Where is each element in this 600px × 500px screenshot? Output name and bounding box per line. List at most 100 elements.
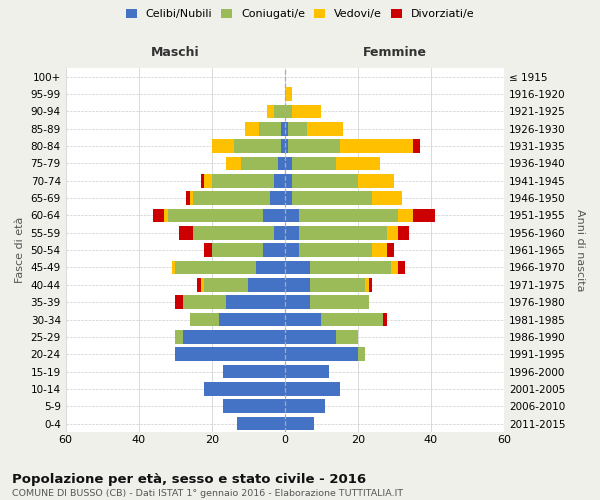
Bar [292, 156, 336, 170]
Bar [299, 226, 387, 239]
Bar [285, 417, 314, 430]
Bar [190, 312, 219, 326]
Bar [168, 208, 263, 222]
Bar [259, 122, 281, 136]
Bar [310, 278, 365, 291]
Bar [289, 140, 340, 153]
Bar [281, 140, 285, 153]
Bar [285, 156, 292, 170]
Bar [398, 226, 409, 239]
Bar [358, 348, 365, 361]
Bar [263, 208, 285, 222]
Bar [266, 104, 274, 118]
Bar [336, 156, 380, 170]
Bar [238, 417, 285, 430]
Bar [245, 122, 259, 136]
Bar [219, 312, 285, 326]
Bar [299, 244, 373, 257]
Bar [263, 244, 285, 257]
Bar [201, 278, 205, 291]
Bar [358, 174, 394, 188]
Bar [285, 312, 322, 326]
Bar [233, 140, 281, 153]
Bar [285, 330, 336, 344]
Legend: Celibi/Nubili, Coniugati/e, Vedovi/e, Divorziati/e: Celibi/Nubili, Coniugati/e, Vedovi/e, Di… [122, 6, 478, 22]
Bar [398, 260, 406, 274]
Bar [373, 244, 387, 257]
Bar [241, 156, 278, 170]
Bar [322, 312, 383, 326]
Bar [387, 226, 398, 239]
Bar [212, 244, 263, 257]
Bar [285, 296, 310, 309]
Text: COMUNE DI BUSSO (CB) - Dati ISTAT 1° gennaio 2016 - Elaborazione TUTTITALIA.IT: COMUNE DI BUSSO (CB) - Dati ISTAT 1° gen… [12, 489, 403, 498]
Bar [373, 192, 401, 205]
Bar [205, 278, 248, 291]
Bar [285, 208, 299, 222]
Bar [201, 174, 205, 188]
Text: Femmine: Femmine [362, 46, 427, 59]
Bar [281, 122, 285, 136]
Bar [413, 208, 434, 222]
Bar [278, 156, 285, 170]
Text: Popolazione per età, sesso e stato civile - 2016: Popolazione per età, sesso e stato civil… [12, 472, 366, 486]
Bar [289, 122, 307, 136]
Bar [175, 296, 182, 309]
Bar [310, 296, 369, 309]
Bar [299, 208, 398, 222]
Bar [369, 278, 373, 291]
Bar [285, 348, 358, 361]
Y-axis label: Fasce di età: Fasce di età [15, 217, 25, 284]
Bar [226, 156, 241, 170]
Bar [223, 365, 285, 378]
Bar [310, 260, 391, 274]
Bar [336, 330, 358, 344]
Bar [285, 192, 292, 205]
Bar [285, 260, 310, 274]
Bar [285, 382, 340, 396]
Bar [205, 244, 212, 257]
Bar [340, 140, 413, 153]
Bar [285, 174, 292, 188]
Bar [175, 348, 285, 361]
Bar [256, 260, 285, 274]
Bar [285, 140, 289, 153]
Bar [186, 192, 190, 205]
Bar [193, 226, 274, 239]
Bar [387, 244, 394, 257]
Y-axis label: Anni di nascita: Anni di nascita [575, 209, 585, 292]
Bar [248, 278, 285, 291]
Bar [285, 400, 325, 413]
Bar [223, 400, 285, 413]
Bar [383, 312, 387, 326]
Bar [285, 244, 299, 257]
Bar [391, 260, 398, 274]
Bar [285, 365, 329, 378]
Bar [413, 140, 420, 153]
Bar [285, 226, 299, 239]
Bar [212, 174, 274, 188]
Bar [398, 208, 413, 222]
Bar [274, 174, 285, 188]
Bar [179, 226, 193, 239]
Bar [307, 122, 343, 136]
Bar [285, 104, 292, 118]
Bar [190, 192, 193, 205]
Bar [270, 192, 285, 205]
Bar [197, 278, 201, 291]
Bar [274, 226, 285, 239]
Bar [285, 278, 310, 291]
Bar [274, 104, 285, 118]
Bar [182, 296, 226, 309]
Bar [285, 122, 289, 136]
Bar [164, 208, 168, 222]
Bar [292, 104, 322, 118]
Bar [365, 278, 369, 291]
Bar [292, 192, 373, 205]
Bar [212, 140, 233, 153]
Bar [285, 88, 292, 101]
Bar [226, 296, 285, 309]
Bar [154, 208, 164, 222]
Bar [205, 382, 285, 396]
Bar [175, 330, 182, 344]
